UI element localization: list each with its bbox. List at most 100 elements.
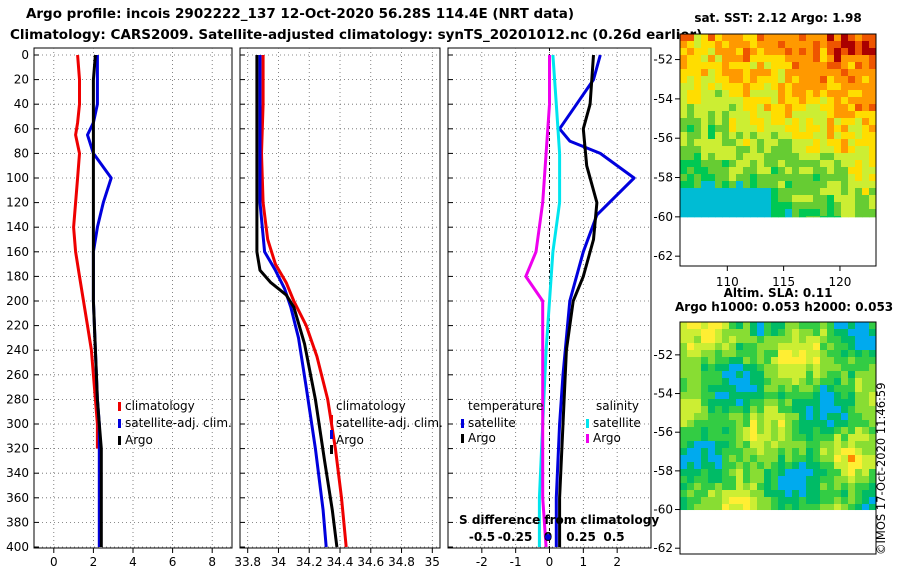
map-cell bbox=[834, 455, 842, 463]
map-cell bbox=[743, 490, 751, 498]
map-cell bbox=[729, 118, 737, 126]
map-cell bbox=[750, 350, 758, 358]
map-cell bbox=[827, 343, 835, 351]
map-cell bbox=[792, 427, 800, 435]
map-cell bbox=[813, 364, 821, 372]
map-cell bbox=[701, 483, 709, 491]
map-cell bbox=[750, 160, 758, 168]
map-cell bbox=[792, 420, 800, 428]
map-cell bbox=[750, 34, 758, 42]
map-cell bbox=[680, 399, 688, 407]
map-cell bbox=[729, 62, 737, 70]
map-cell bbox=[729, 90, 737, 98]
map-cell bbox=[855, 371, 863, 379]
map-cell bbox=[694, 476, 702, 484]
map-cell bbox=[687, 476, 695, 484]
map-cell bbox=[715, 364, 723, 372]
map-cell bbox=[841, 125, 849, 133]
map-cell bbox=[869, 111, 877, 119]
map-cell bbox=[764, 118, 772, 126]
map-cell bbox=[764, 427, 772, 435]
map-cell bbox=[820, 476, 828, 484]
map-cell bbox=[869, 420, 877, 428]
map-cell bbox=[820, 160, 828, 168]
map-cell bbox=[743, 441, 751, 449]
map-cell bbox=[785, 406, 793, 414]
map-cell bbox=[792, 483, 800, 491]
map-cell bbox=[834, 209, 842, 217]
map-cell bbox=[729, 427, 737, 435]
map-cell bbox=[736, 97, 744, 105]
map-cell bbox=[743, 420, 751, 428]
map-cell bbox=[743, 111, 751, 119]
map-cell bbox=[841, 216, 849, 218]
map-cell bbox=[834, 504, 842, 511]
map-cell bbox=[827, 406, 835, 414]
map-cell bbox=[722, 385, 730, 393]
map-cell bbox=[855, 202, 863, 210]
salinity-panel: 33.8 34 34.2 34.4 34.6 34.8 35 climatology sat… bbox=[234, 47, 443, 569]
map-cell bbox=[785, 132, 793, 140]
map-cell bbox=[848, 97, 856, 105]
map-cell bbox=[771, 483, 779, 491]
x-tick-label: 34.4 bbox=[327, 555, 354, 569]
map-cell bbox=[687, 41, 695, 49]
map-cell bbox=[764, 406, 772, 414]
map-cell bbox=[687, 462, 695, 470]
map-cell bbox=[757, 490, 765, 498]
map-cell bbox=[792, 336, 800, 344]
map-cell bbox=[785, 483, 793, 491]
map-cell bbox=[869, 455, 877, 463]
map-cell bbox=[813, 427, 821, 435]
map-cell bbox=[687, 181, 695, 189]
map-cell bbox=[729, 322, 737, 330]
map-cell bbox=[848, 392, 856, 400]
map-cell bbox=[771, 216, 779, 218]
map-cell bbox=[701, 146, 709, 154]
map-cell bbox=[757, 413, 765, 421]
map-cell bbox=[736, 322, 744, 330]
map-cell bbox=[855, 104, 863, 112]
map-cell bbox=[736, 104, 744, 112]
map-cell bbox=[722, 476, 730, 484]
y-tick-label: 280 bbox=[6, 392, 29, 406]
map-cell bbox=[750, 48, 758, 56]
map-cell bbox=[841, 364, 849, 372]
map-cell bbox=[813, 469, 821, 477]
map-cell bbox=[813, 322, 821, 330]
map-cell bbox=[799, 90, 807, 98]
map-cell bbox=[841, 167, 849, 175]
map-cell bbox=[701, 181, 709, 189]
map-cell bbox=[701, 83, 709, 91]
map-cell bbox=[862, 371, 870, 379]
map-cell bbox=[827, 160, 835, 168]
map-cell bbox=[687, 441, 695, 449]
map-cell bbox=[729, 97, 737, 105]
map-cell bbox=[757, 504, 765, 511]
map-cell bbox=[771, 469, 779, 477]
map-cell bbox=[764, 216, 772, 218]
map-cell bbox=[841, 497, 849, 505]
map-cell bbox=[778, 392, 786, 400]
map-cell bbox=[792, 434, 800, 442]
map-cell bbox=[687, 97, 695, 105]
map-cell bbox=[799, 476, 807, 484]
map-cell bbox=[764, 420, 772, 428]
map-cell bbox=[785, 118, 793, 126]
map-cell bbox=[757, 111, 765, 119]
map-cell bbox=[862, 104, 870, 112]
map-cell bbox=[757, 357, 765, 365]
map-cell bbox=[820, 322, 828, 330]
map-cell bbox=[708, 202, 716, 210]
map-cell bbox=[694, 371, 702, 379]
map-cell bbox=[729, 195, 737, 203]
legend-label-argo: Argo bbox=[336, 433, 364, 447]
map-cell bbox=[694, 62, 702, 70]
map-cell bbox=[736, 111, 744, 119]
map-cell bbox=[820, 462, 828, 470]
map-cell bbox=[806, 195, 814, 203]
map-cell bbox=[785, 62, 793, 70]
map-cell bbox=[750, 336, 758, 344]
map-cell bbox=[869, 448, 877, 456]
